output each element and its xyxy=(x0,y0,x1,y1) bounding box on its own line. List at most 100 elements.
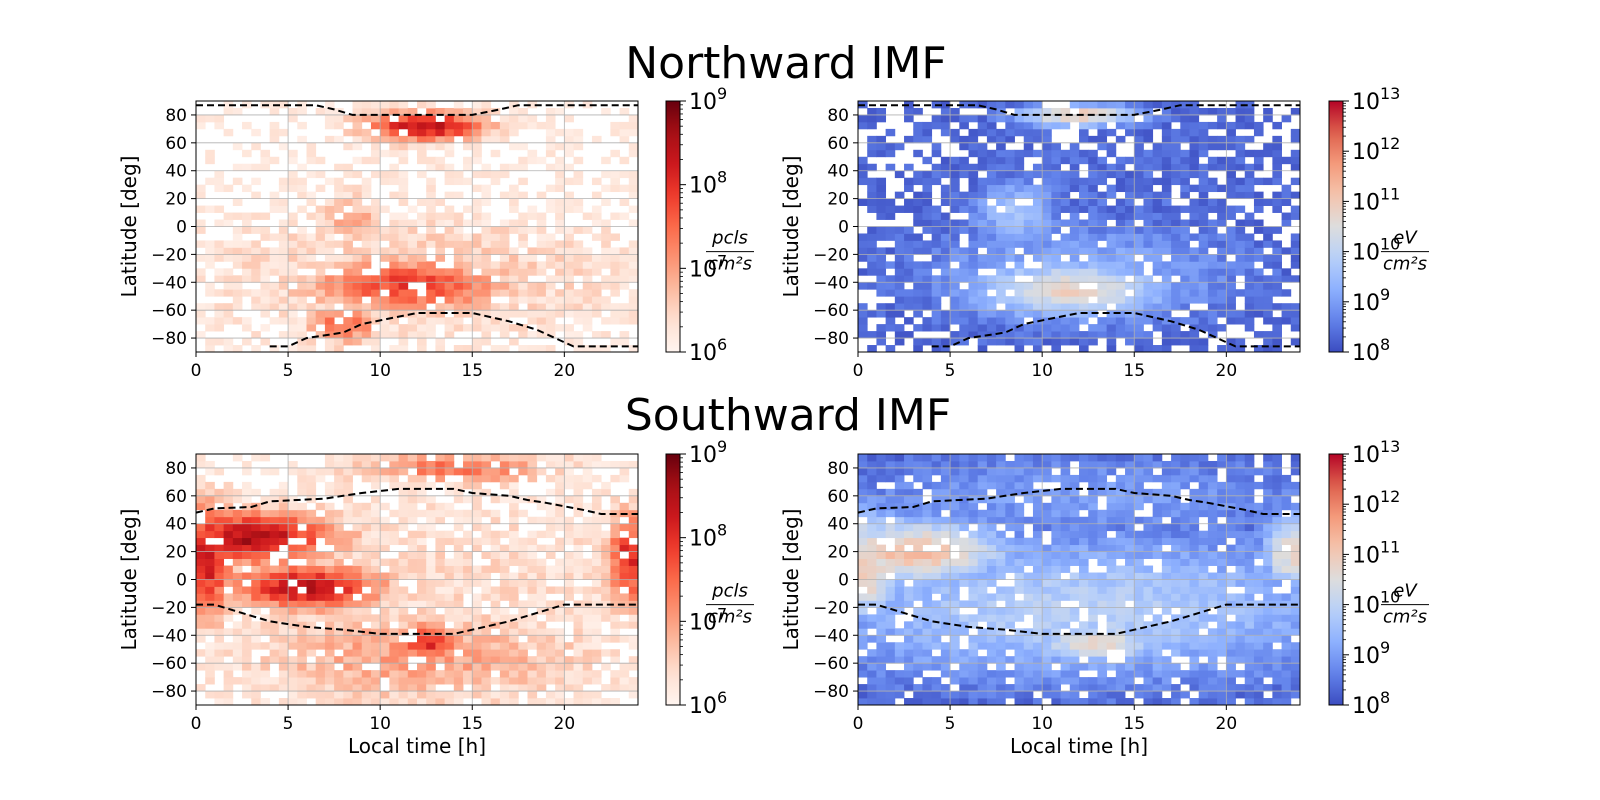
heatmap-cell xyxy=(885,621,896,629)
heatmap-cell xyxy=(996,191,1006,200)
heatmap-cell xyxy=(398,240,409,248)
heatmap-cell xyxy=(499,663,510,671)
heatmap-cell xyxy=(959,219,969,227)
heatmap-cell xyxy=(444,467,455,476)
heatmap-cell xyxy=(582,324,593,332)
heatmap-cell xyxy=(269,303,280,311)
heatmap-cell xyxy=(324,275,335,283)
heatmap-cell xyxy=(913,191,923,200)
heatmap-cell xyxy=(214,121,225,130)
heatmap-cell xyxy=(1180,135,1190,144)
heatmap-cell xyxy=(1051,614,1061,622)
heatmap-cell xyxy=(315,635,326,643)
heatmap-cell xyxy=(931,240,942,248)
heatmap-cell xyxy=(977,460,988,469)
heatmap-cell xyxy=(1023,600,1034,608)
heatmap-cell xyxy=(463,282,473,290)
heatmap-cell xyxy=(324,233,335,241)
heatmap-cell xyxy=(453,296,464,304)
heatmap-cell xyxy=(251,240,261,248)
heatmap-cell xyxy=(1051,317,1061,325)
heatmap-cell xyxy=(407,593,418,601)
heatmap-cell xyxy=(1079,261,1089,269)
heatmap-cell xyxy=(628,296,639,304)
heatmap-cell xyxy=(1161,247,1172,255)
heatmap-cell xyxy=(1106,247,1117,255)
heatmap-cell xyxy=(1014,324,1025,332)
heatmap-cell xyxy=(481,635,492,643)
heatmap-cell xyxy=(1097,261,1108,269)
heatmap-cell xyxy=(931,516,942,525)
heatmap-cell xyxy=(1189,296,1200,304)
heatmap-cell xyxy=(361,677,372,685)
heatmap-cell xyxy=(481,324,492,332)
heatmap-cell xyxy=(453,101,464,109)
heatmap-cell xyxy=(940,551,951,559)
heatmap-cell xyxy=(389,565,399,573)
heatmap-cell xyxy=(435,310,446,318)
heatmap-cell xyxy=(509,163,519,172)
heatmap-cell xyxy=(1134,261,1144,269)
heatmap-cell xyxy=(426,121,436,130)
heatmap-cell xyxy=(269,345,280,353)
heatmap-cell xyxy=(444,149,455,158)
heatmap-cell xyxy=(564,698,574,706)
heatmap-cell xyxy=(950,481,960,490)
heatmap-cell xyxy=(545,142,556,151)
heatmap-cell xyxy=(426,502,436,511)
heatmap-cell xyxy=(370,296,381,304)
heatmap-cell xyxy=(1171,233,1181,241)
group-title: Southward IMF xyxy=(625,390,951,441)
heatmap-cell xyxy=(205,254,215,262)
heatmap-cell xyxy=(1097,635,1108,643)
heatmap-cell xyxy=(1069,502,1080,511)
heatmap-cell xyxy=(444,628,455,636)
heatmap-cell xyxy=(1290,303,1301,311)
heatmap-cell xyxy=(1189,128,1200,137)
heatmap-cell xyxy=(1042,107,1052,116)
heatmap-cell xyxy=(931,303,942,311)
heatmap-cell xyxy=(352,310,363,318)
heatmap-cell xyxy=(343,670,353,678)
heatmap-cell xyxy=(545,317,556,325)
heatmap-cell xyxy=(334,628,344,636)
heatmap-cell xyxy=(324,516,335,525)
heatmap-cell xyxy=(518,544,528,553)
heatmap-cell xyxy=(1106,212,1117,220)
heatmap-cell xyxy=(1152,296,1163,304)
heatmap-cell xyxy=(922,530,933,539)
heatmap-cell xyxy=(1106,481,1117,490)
heatmap-cell xyxy=(370,621,381,629)
heatmap-cell xyxy=(1152,345,1163,353)
heatmap-cell xyxy=(315,516,326,525)
heatmap-cell xyxy=(232,663,243,671)
heatmap-cell xyxy=(453,558,464,566)
heatmap-cell xyxy=(922,212,933,220)
heatmap-cell xyxy=(472,149,482,158)
heatmap-cell xyxy=(1180,177,1190,186)
heatmap-cell xyxy=(1023,460,1034,469)
heatmap-cell xyxy=(940,621,951,629)
heatmap-cell xyxy=(940,156,951,165)
heatmap-cell xyxy=(1161,198,1172,206)
heatmap-cell xyxy=(986,621,997,629)
heatmap-cell xyxy=(1032,282,1043,290)
heatmap-cell xyxy=(370,698,381,706)
heatmap-cell xyxy=(1032,684,1043,692)
heatmap-cell xyxy=(242,663,252,671)
heatmap-cell xyxy=(950,474,960,483)
heatmap-cell xyxy=(251,345,261,353)
heatmap-cell xyxy=(1244,261,1255,269)
heatmap-cell xyxy=(940,488,951,497)
heatmap-cell xyxy=(370,205,381,213)
heatmap-cell xyxy=(1014,317,1025,325)
heatmap-cell xyxy=(1005,121,1015,130)
heatmap-cell xyxy=(1272,191,1282,200)
heatmap-cell xyxy=(278,268,289,276)
heatmap-cell xyxy=(1079,551,1089,559)
heatmap-cell xyxy=(1005,212,1015,220)
heatmap-cell xyxy=(380,254,390,262)
heatmap-cell xyxy=(1281,156,1292,165)
heatmap-cell xyxy=(1069,607,1080,615)
heatmap-cell xyxy=(986,600,997,608)
